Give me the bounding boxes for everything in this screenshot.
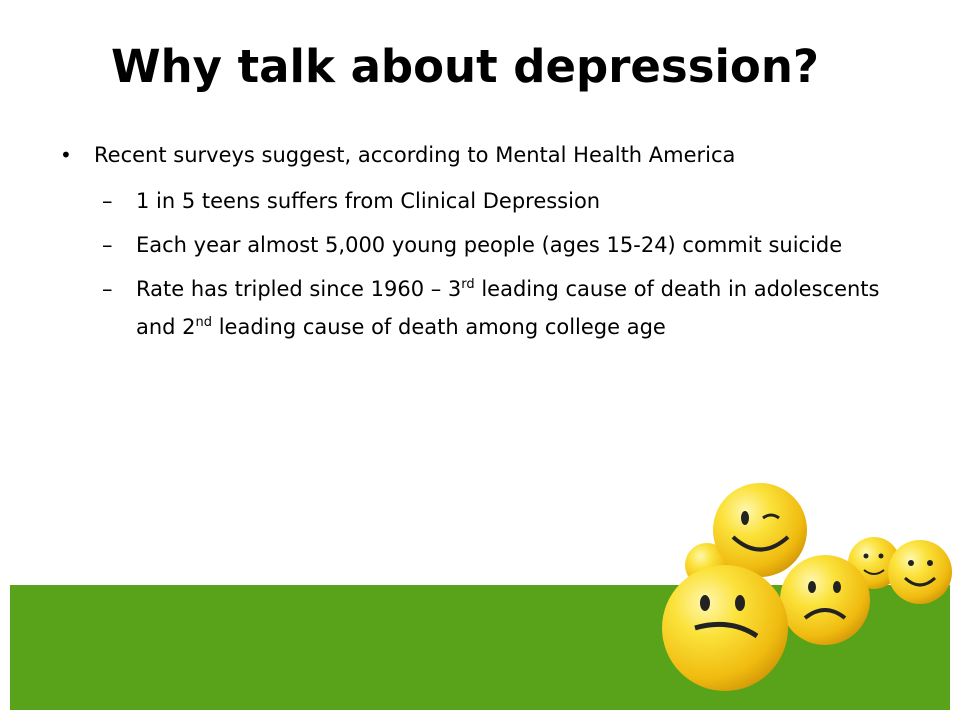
dash-icon: – xyxy=(102,233,113,257)
winking-smiley-icon xyxy=(713,483,807,577)
dash-icon: – xyxy=(102,189,113,213)
superscript: rd xyxy=(461,277,475,292)
sub-bullet-item: – 1 in 5 teens suffers from Clinical Dep… xyxy=(60,182,920,220)
dash-icon: – xyxy=(102,277,113,301)
sub-bullet-item: – Each year almost 5,000 young people (a… xyxy=(60,226,920,264)
bullet-item: • Recent surveys suggest, according to M… xyxy=(60,140,920,170)
superscript: nd xyxy=(195,315,213,330)
bullet-text: Recent surveys suggest, according to Men… xyxy=(94,143,736,167)
sad-smiley-icon xyxy=(780,555,870,645)
bullet-icon: • xyxy=(60,143,72,167)
sub-bullet-item: – Rate has tripled since 1960 – 3rd lead… xyxy=(60,270,920,346)
slide-title: Why talk about depression? xyxy=(111,40,819,93)
bullet-list: • Recent surveys suggest, according to M… xyxy=(60,140,920,352)
sub-bullet-text: Rate has tripled since 1960 – 3rd leadin… xyxy=(136,277,879,339)
text-part: Rate has tripled since 1960 – 3 xyxy=(136,277,462,301)
sub-bullet-text: Each year almost 5,000 young people (age… xyxy=(136,233,843,257)
happy-smiley-icon xyxy=(888,540,952,604)
smiley-faces-image xyxy=(662,483,952,691)
grumpy-smiley-icon xyxy=(662,565,788,691)
text-part: leading cause of death among college age xyxy=(212,315,666,339)
text-part: leading cause of death in adolescents an… xyxy=(136,277,880,339)
sub-bullet-text: 1 in 5 teens suffers from Clinical Depre… xyxy=(136,189,601,213)
